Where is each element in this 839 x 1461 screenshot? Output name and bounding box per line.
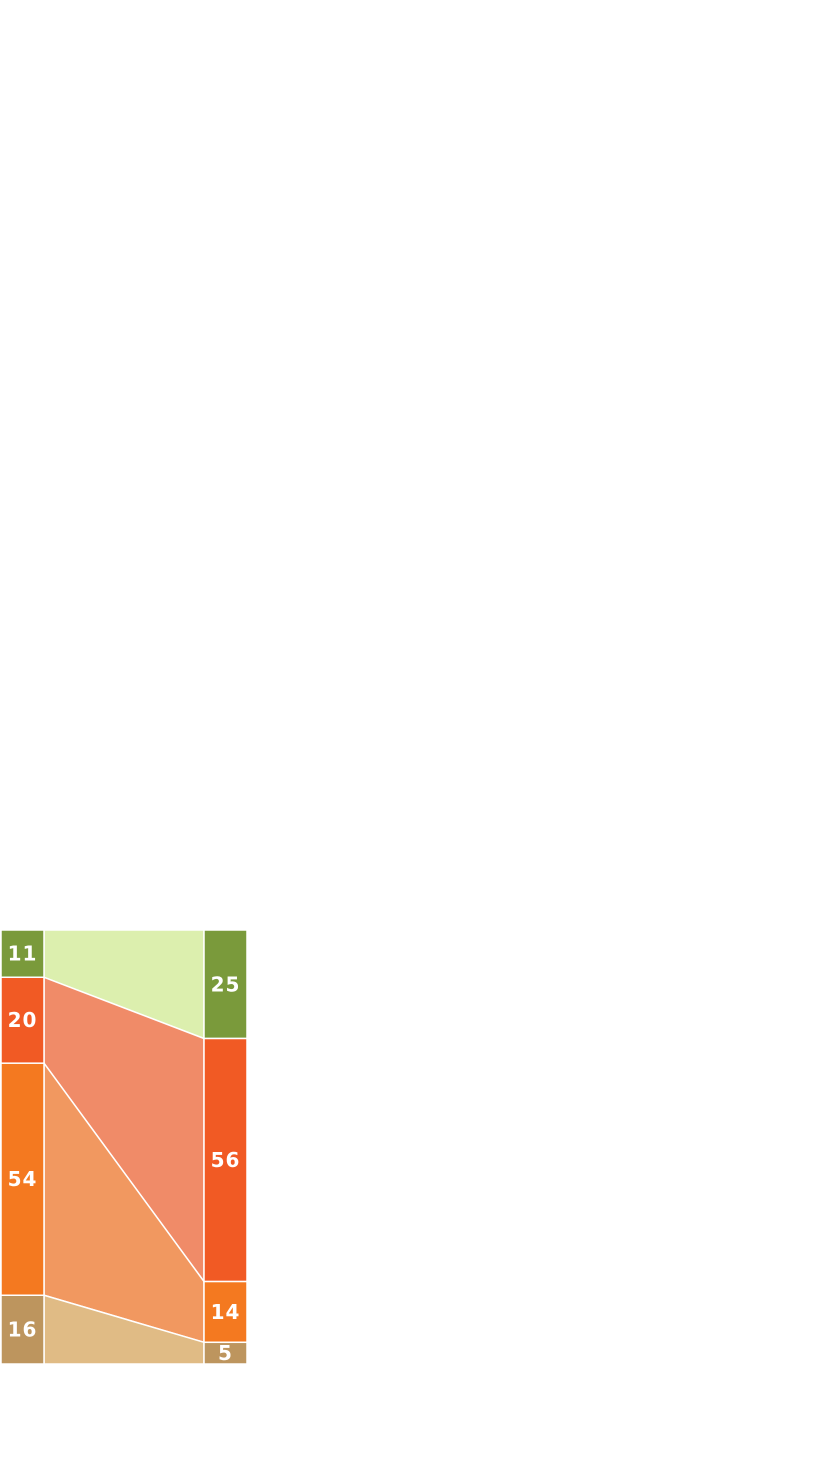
bar-segment-left-3 — [0, 1294, 45, 1365]
bar-segment-right-1 — [203, 1037, 248, 1283]
bar-segment-left-2 — [0, 1062, 45, 1296]
segment-value-label: 20 — [8, 1008, 38, 1032]
segment-value-label: 11 — [8, 942, 38, 966]
stacked-bars — [0, 929, 248, 1365]
bar-segment-right-3 — [203, 1341, 248, 1365]
bar-segment-right-0 — [203, 929, 248, 1040]
segment-value-label: 54 — [8, 1167, 38, 1191]
segment-value-label: 5 — [218, 1341, 233, 1365]
connector-bands — [43, 929, 205, 1365]
segment-value-label: 16 — [8, 1318, 38, 1342]
bar-segment-right-2 — [203, 1280, 248, 1344]
segment-labels: 11 20 54 16 25 56 14 5 — [8, 942, 241, 1366]
segment-value-label: 14 — [211, 1300, 241, 1324]
segment-value-label: 56 — [211, 1148, 241, 1172]
bar-segment-left-1 — [0, 976, 45, 1064]
segment-value-label: 25 — [211, 972, 241, 996]
